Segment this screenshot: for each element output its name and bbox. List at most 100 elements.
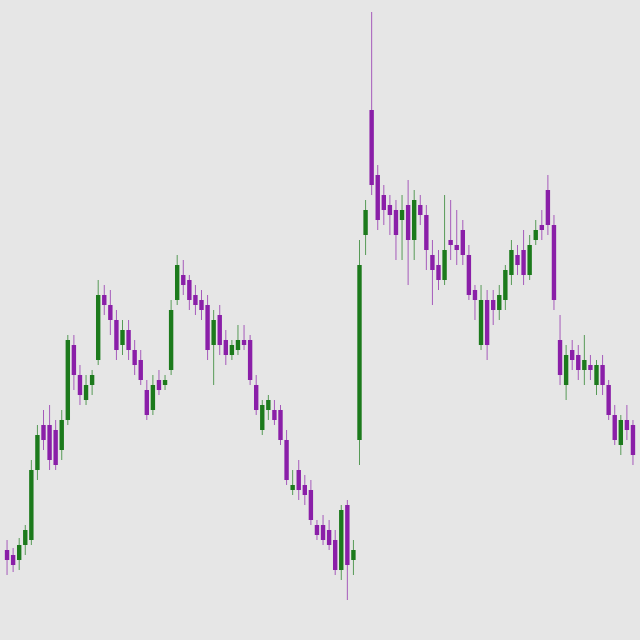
candle-body (296, 470, 301, 490)
candle-body (351, 550, 356, 560)
candle-body (326, 530, 332, 545)
candle-body (551, 225, 557, 300)
candle-body (339, 510, 344, 570)
candle-body (582, 360, 587, 370)
candle-body (162, 380, 168, 385)
candle-body (345, 505, 350, 565)
candle-body (399, 210, 405, 220)
candle-body (205, 305, 210, 350)
candle-body (187, 280, 192, 300)
candle-body (253, 385, 259, 410)
candle-body (424, 215, 429, 250)
candle-body (95, 295, 101, 360)
candle-body (241, 340, 247, 345)
candle-body (29, 470, 34, 540)
candle-body (381, 195, 387, 210)
candle-body (503, 270, 508, 300)
candle-body (320, 525, 326, 540)
candle-body (4, 550, 10, 560)
candle-body (278, 410, 283, 440)
candle-body (393, 210, 399, 235)
candle-body (387, 205, 393, 215)
candle-body (612, 415, 617, 440)
candle-body (199, 300, 204, 310)
candle-body (168, 310, 174, 370)
candle-body (484, 300, 490, 345)
candle-body (284, 440, 289, 480)
candle-body (272, 410, 277, 420)
candle-body (150, 385, 156, 410)
candle-body (132, 350, 137, 365)
candle-body (89, 375, 95, 385)
candle-body (418, 205, 423, 215)
candle-body (624, 420, 630, 430)
candle-body (569, 350, 575, 360)
candle-body (120, 330, 125, 345)
candle-body (156, 380, 162, 390)
candle-body (539, 225, 545, 230)
candle-body (448, 240, 453, 245)
candle-body (594, 365, 599, 385)
candle-body (114, 320, 119, 350)
candle-body (515, 255, 520, 265)
candle-body (77, 375, 83, 395)
candle-body (235, 340, 241, 350)
candle-body (600, 365, 605, 385)
candle-body (405, 205, 411, 240)
candle-body (53, 430, 58, 465)
candle-body (193, 295, 198, 305)
candle-body (527, 245, 532, 275)
candle-body (102, 295, 107, 305)
candle-body (47, 425, 52, 460)
candle-body (211, 320, 216, 345)
candle-body (108, 305, 113, 320)
candle-body (59, 420, 64, 450)
candle-body (35, 435, 40, 470)
candle-body (576, 355, 581, 370)
candle-body (436, 265, 441, 280)
candle-body (223, 340, 229, 355)
candle-body (247, 340, 253, 380)
candle-body (229, 345, 235, 355)
candle-body (630, 425, 636, 455)
candle-body (302, 485, 308, 495)
candle-body (618, 420, 624, 445)
candle-body (369, 110, 374, 185)
candle-body (606, 385, 611, 415)
candle-body (314, 525, 320, 535)
candle-body (545, 190, 551, 225)
candle-body (588, 365, 593, 370)
candle-body (266, 400, 271, 410)
candle-body (144, 390, 150, 415)
candle-body (308, 490, 314, 520)
candle-body (521, 250, 526, 275)
candle-body (557, 340, 563, 375)
candle-body (563, 355, 569, 385)
candle-body (430, 255, 435, 270)
candle-body (138, 360, 143, 380)
candle-body (181, 275, 186, 285)
candle-body (466, 255, 472, 295)
candle-body (357, 265, 362, 440)
candle-body (23, 530, 28, 545)
candle-body (490, 300, 496, 310)
candle-body (83, 385, 89, 400)
candle-body (10, 555, 16, 565)
candle-body (217, 315, 222, 345)
candle-body (509, 250, 514, 275)
candle-body (65, 340, 71, 420)
candle-body (478, 300, 484, 345)
candle-body (411, 200, 417, 240)
candle-body (174, 265, 180, 300)
candle-body (454, 245, 459, 250)
candle-body (472, 290, 478, 300)
candle-body (363, 210, 368, 235)
candle-body (442, 250, 447, 280)
candle-body (375, 175, 380, 220)
candle-body (260, 405, 265, 430)
candle-body (497, 295, 502, 310)
candle-body (71, 345, 77, 375)
candle-body (460, 230, 466, 255)
